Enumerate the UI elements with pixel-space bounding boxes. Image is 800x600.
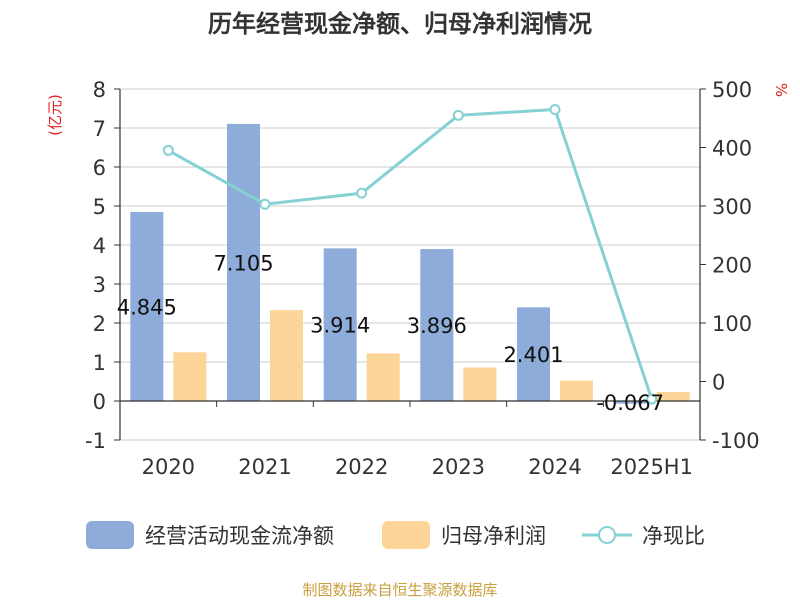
left-tick-label: -1: [85, 429, 106, 453]
data-label-cashflow: 3.896: [407, 314, 467, 338]
line-net-cash-ratio: [167, 107, 654, 400]
data-label-cashflow: -0.067: [596, 391, 664, 415]
line-point: [646, 393, 658, 405]
bar-net-profit: [270, 310, 303, 401]
legend-swatch-cashflow: [86, 521, 134, 549]
left-tick-label: 3: [93, 273, 106, 297]
data-label-cashflow: 2.401: [503, 343, 563, 367]
bar-net-profit: [656, 392, 690, 401]
legend-swatch-profit: [382, 521, 430, 549]
line-point: [259, 198, 271, 210]
line-point: [356, 187, 368, 199]
bar-operating-cashflow: [227, 123, 260, 401]
x-tick-label: 2023: [432, 455, 485, 479]
right-tick-label: 100: [712, 312, 752, 336]
legend: 经营活动现金流净额 归母净利润 净现比: [86, 521, 705, 549]
grid-lines: [120, 88, 700, 441]
x-tick-label: 2021: [238, 455, 291, 479]
data-label-cashflow: 7.105: [213, 251, 273, 275]
line-layer: [162, 103, 658, 405]
bars-layer: [130, 123, 690, 404]
bar-net-profit: [463, 367, 497, 401]
bar-operating-cashflow: [323, 248, 357, 401]
bar-operating-cashflow: [420, 249, 454, 401]
x-tick-label: 2024: [528, 455, 581, 479]
left-axis-unit: (亿元): [46, 94, 64, 136]
bar-net-profit: [560, 380, 593, 401]
left-tick-label: 7: [93, 117, 106, 141]
chart-title: 历年经营现金净额、归母净利润情况: [208, 10, 592, 38]
data-label-cashflow: 4.845: [117, 296, 177, 320]
left-tick-label: 4: [93, 234, 106, 258]
left-tick-label: 0: [93, 390, 106, 414]
data-labels: 4.845 7.105 3.914 3.896 2.401 -0.067: [117, 251, 664, 415]
bar-net-profit: [173, 352, 207, 401]
bar-net-profit: [366, 353, 400, 401]
line-point: [452, 109, 464, 121]
axes-layer: [114, 88, 706, 441]
bar-operating-cashflow: [613, 401, 647, 404]
legend-marker-ratio: [598, 526, 616, 544]
right-tick-label: 0: [712, 371, 725, 395]
left-tick-label: 1: [93, 351, 106, 375]
right-tick-label: 500: [712, 78, 752, 102]
bar-operating-cashflow: [517, 307, 550, 401]
legend-label-ratio: 净现比: [642, 524, 705, 548]
x-tick-label: 2022: [335, 455, 388, 479]
legend-label-profit: 归母净利润: [441, 524, 546, 548]
left-tick-label: 6: [93, 156, 106, 180]
right-tick-label: 200: [712, 254, 752, 278]
x-tick-label: 2025H1: [610, 455, 693, 479]
left-tick-label: 2: [93, 312, 106, 336]
bar-operating-cashflow: [130, 212, 164, 401]
right-axis-unit: %: [772, 83, 790, 97]
left-tick-label: 8: [93, 78, 106, 102]
line-point: [162, 144, 174, 156]
data-label-cashflow: 3.914: [310, 314, 370, 338]
source-note: 制图数据来自恒生聚源数据库: [302, 581, 497, 599]
right-tick-label: 400: [712, 137, 752, 161]
tick-labels: -1 0 1 2 3 4 5 6 7 8 -100 0 100 200 300 400 500 2020 2021 2…: [85, 78, 760, 479]
right-tick-label: 300: [712, 195, 752, 219]
x-tick-label: 2020: [142, 455, 195, 479]
left-tick-label: 5: [93, 195, 106, 219]
right-tick-label: -100: [712, 429, 760, 453]
legend-label-cashflow: 经营活动现金流净额: [145, 524, 334, 548]
line-point: [549, 103, 561, 115]
